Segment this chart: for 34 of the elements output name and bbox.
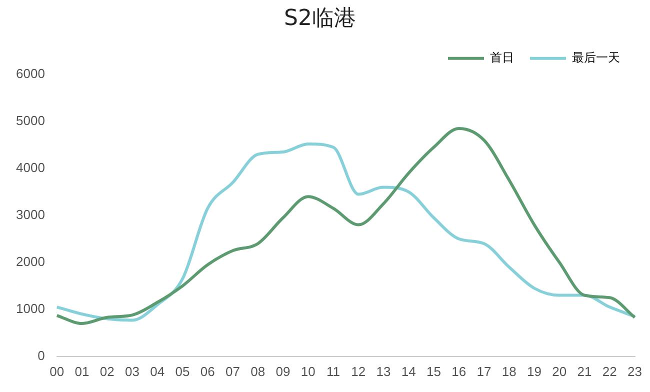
chart-title: S2临港 — [284, 6, 356, 31]
x-tick-label: 02 — [100, 364, 114, 379]
x-tick-label: 12 — [351, 364, 366, 379]
x-tick-label: 05 — [175, 364, 190, 379]
x-tick-label: 03 — [125, 364, 140, 379]
y-tick-label: 6000 — [16, 66, 45, 81]
x-tick-label: 08 — [250, 364, 266, 379]
x-tick-label: 14 — [401, 364, 416, 379]
x-tick-label: 07 — [226, 364, 240, 379]
x-tick-label: 04 — [150, 364, 165, 379]
x-tick-label: 17 — [476, 364, 492, 379]
x-tick-label: 01 — [74, 364, 90, 379]
legend-label: 首日 — [490, 50, 514, 65]
x-tick-label: 22 — [602, 364, 617, 379]
x-tick-label: 19 — [527, 364, 542, 379]
legend-label: 最后一天 — [572, 50, 620, 65]
x-tick-label: 09 — [276, 364, 290, 379]
y-tick-label: 0 — [38, 348, 45, 363]
y-tick-label: 3000 — [16, 206, 45, 222]
y-tick-label: 2000 — [16, 254, 45, 269]
x-tick-label: 11 — [326, 364, 340, 379]
y-tick-label: 1000 — [16, 300, 45, 316]
x-tick-label: 16 — [452, 364, 466, 379]
x-tick-label: 21 — [577, 364, 592, 379]
x-tick-label: 10 — [300, 364, 316, 379]
x-tick-label: 15 — [426, 364, 442, 379]
x-tick-label: 18 — [502, 364, 516, 379]
x-tick-label: 20 — [552, 364, 567, 379]
x-tick-label: 00 — [50, 364, 64, 379]
y-tick-label: 5000 — [16, 112, 45, 128]
x-tick-label: 23 — [628, 364, 642, 379]
y-tick-label: 4000 — [16, 160, 45, 175]
x-tick-label: 13 — [376, 364, 391, 379]
x-tick-label: 06 — [200, 364, 215, 379]
